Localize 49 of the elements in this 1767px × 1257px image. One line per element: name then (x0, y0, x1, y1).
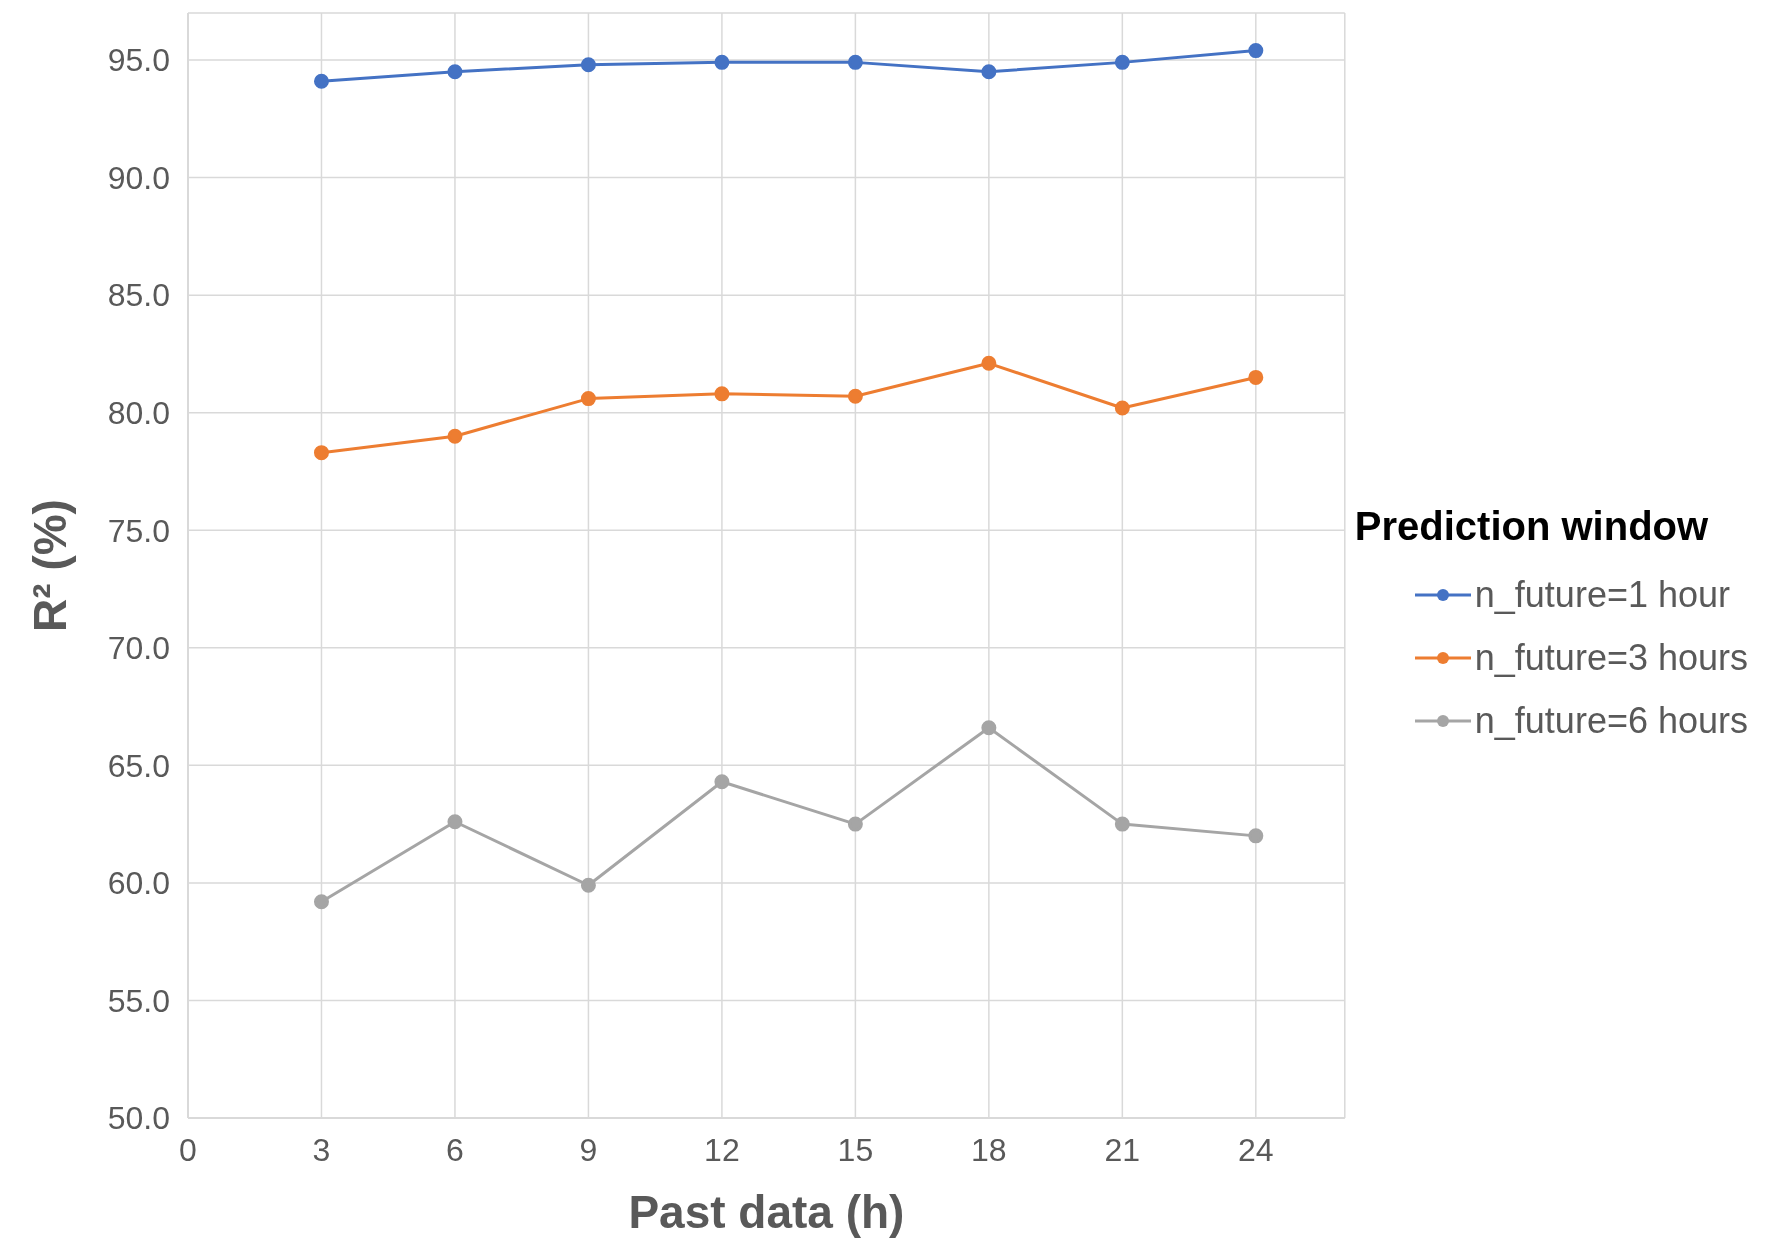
x-tick-label: 21 (1104, 1131, 1141, 1168)
point (1114, 816, 1130, 832)
point (313, 73, 329, 89)
y-tick-label: 80.0 (107, 395, 170, 432)
point (313, 894, 329, 910)
legend-title: Prediction window (1354, 504, 1710, 549)
point (847, 54, 863, 70)
point (580, 391, 596, 407)
y-tick-label: 65.0 (107, 747, 170, 784)
x-tick-label: 6 (446, 1131, 464, 1168)
point (580, 57, 596, 73)
y-axis-title: R² (%) (24, 499, 76, 632)
y-tick-label: 50.0 (107, 1100, 170, 1137)
x-tick-label: 3 (312, 1131, 331, 1168)
y-tick-label: 90.0 (107, 159, 170, 196)
legend-label: n_future=6 hours (1473, 698, 1748, 743)
point (1114, 400, 1130, 416)
x-tick-label: 0 (179, 1131, 197, 1168)
legend-label: n_future=3 hours (1473, 635, 1748, 680)
y-tick-label: 60.0 (107, 865, 170, 902)
y-tick-label: 55.0 (107, 982, 170, 1019)
x-axis-title: Past data (h) (628, 1186, 905, 1238)
point (313, 445, 329, 461)
point (447, 814, 463, 830)
legend-label: n_future=1 hour (1473, 572, 1731, 617)
point (714, 54, 730, 70)
x-tick-label: 12 (704, 1131, 740, 1168)
x-tick-label: 15 (837, 1131, 874, 1168)
point (1114, 54, 1130, 70)
x-tick-label: 18 (971, 1131, 1007, 1168)
y-tick-label: 85.0 (107, 277, 170, 314)
point (1248, 369, 1264, 385)
point (714, 386, 730, 402)
point (847, 816, 863, 832)
point (981, 355, 997, 371)
y-tick-label: 75.0 (107, 512, 170, 549)
point (447, 64, 463, 80)
point (1248, 828, 1264, 844)
y-tick-label: 70.0 (107, 630, 170, 667)
point (714, 774, 730, 790)
point (981, 720, 997, 736)
point (981, 64, 997, 80)
y-tick-label: 95.0 (107, 42, 170, 79)
x-tick-label: 9 (579, 1131, 598, 1168)
point (847, 388, 863, 404)
point (447, 428, 463, 444)
x-tick-label: 24 (1238, 1131, 1274, 1168)
point (580, 877, 596, 893)
point (1248, 43, 1264, 59)
